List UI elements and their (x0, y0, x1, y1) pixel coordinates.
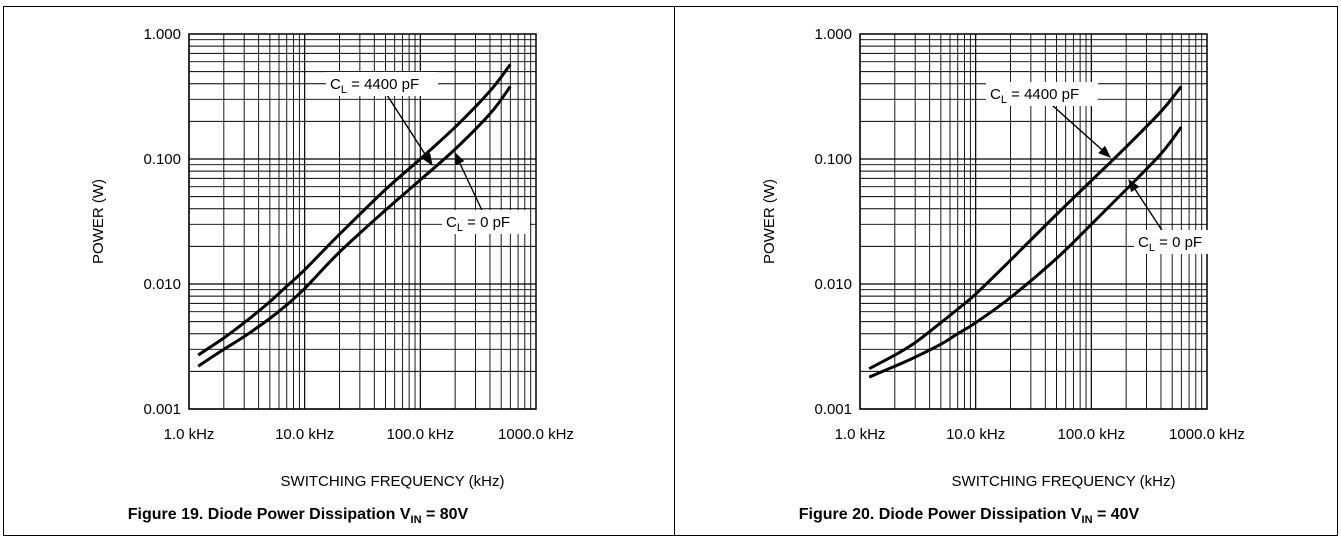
figure-caption-suffix: = 80V (422, 506, 469, 523)
series-label-sub: L (1149, 242, 1155, 254)
figure-caption-text: Figure 19. Diode Power Dissipation V (128, 506, 411, 523)
figure-caption-suffix: = 40V (1093, 506, 1140, 523)
figure-19-chart: 1.0 kHz 10.0 kHz 100.0 kHz 1000.0 kHz 0.001 0… (90, 26, 574, 526)
series-line-0 (197, 63, 512, 357)
y-tick-label: 0.100 (143, 151, 181, 168)
series-label-rest: = 0 pF (463, 214, 510, 231)
series-label-rest: = 0 pF (1155, 234, 1202, 251)
x-axis-label: SWITCHING FREQUENCY (kHz) (281, 473, 505, 490)
series-label-main: C (990, 86, 1001, 103)
x-tick-label: 100.0 kHz (387, 426, 455, 443)
series-label-sub: L (1001, 94, 1007, 106)
plot-frame (188, 33, 537, 410)
y-tick-label: 0.010 (814, 276, 852, 293)
figure-caption: Figure 20. Diode Power Dissipation VIN =… (799, 506, 1140, 526)
series-label-main: C (1138, 234, 1149, 251)
y-tick-label: 0.100 (814, 151, 852, 168)
figure-20-panel: 1.0 kHz 10.0 kHz 100.0 kHz 1000.0 kHz 0.001 0… (674, 6, 1338, 536)
series-line-0 (868, 85, 1183, 371)
x-tick-label: 100.0 kHz (1058, 426, 1126, 443)
series-label-rest: = 4400 pF (347, 76, 419, 93)
figure-20-chart: 1.0 kHz 10.0 kHz 100.0 kHz 1000.0 kHz 0.001 0… (761, 26, 1245, 526)
y-axis-label: POWER (W) (761, 179, 778, 264)
series-label-0: CL = 4400 pF (990, 86, 1079, 106)
y-tick-label: 0.001 (814, 401, 852, 418)
y-tick-label: 1.000 (143, 26, 181, 43)
series-arrow-0 (386, 94, 433, 167)
x-tick-label: 1.0 kHz (835, 426, 886, 443)
x-tick-label: 1.0 kHz (164, 426, 215, 443)
series-label-0: CL = 4400 pF (330, 76, 419, 96)
series-label-sub: L (341, 84, 347, 96)
series-label-main: C (330, 76, 341, 93)
x-axis-label: SWITCHING FREQUENCY (kHz) (952, 473, 1176, 490)
x-tick-label: 10.0 kHz (275, 426, 334, 443)
x-tick-label: 1000.0 kHz (498, 426, 574, 443)
series-label-1: CL = 0 pF (446, 214, 510, 234)
y-tick-label: 0.010 (143, 276, 181, 293)
series-label-rest: = 4400 pF (1007, 86, 1079, 103)
y-tick-label: 0.001 (143, 401, 181, 418)
series-arrow-1 (454, 151, 488, 222)
series-label-1: CL = 0 pF (1138, 234, 1202, 254)
plot-frame (859, 33, 1208, 410)
x-tick-label: 1000.0 kHz (1169, 426, 1245, 443)
figure-19-panel: 1.0 kHz 10.0 kHz 100.0 kHz 1000.0 kHz 0.001 0… (3, 6, 675, 536)
y-axis-label: POWER (W) (90, 179, 107, 264)
series-label-main: C (446, 214, 457, 231)
series-label-bg-1 (442, 210, 530, 234)
series-label-bg-0 (326, 72, 438, 96)
figure-caption-sub: IN (411, 514, 422, 526)
series-line-1 (197, 85, 512, 368)
figure-caption-sub: IN (1082, 514, 1093, 526)
series-label-sub: L (457, 222, 463, 234)
figure-caption: Figure 19. Diode Power Dissipation VIN =… (128, 506, 469, 526)
series-arrow-0 (1051, 104, 1111, 158)
x-tick-label: 10.0 kHz (946, 426, 1005, 443)
y-tick-label: 1.000 (814, 26, 852, 43)
series-label-bg-0 (986, 82, 1098, 106)
series-label-bg-1 (1134, 230, 1222, 254)
figure-caption-text: Figure 20. Diode Power Dissipation V (799, 506, 1082, 523)
